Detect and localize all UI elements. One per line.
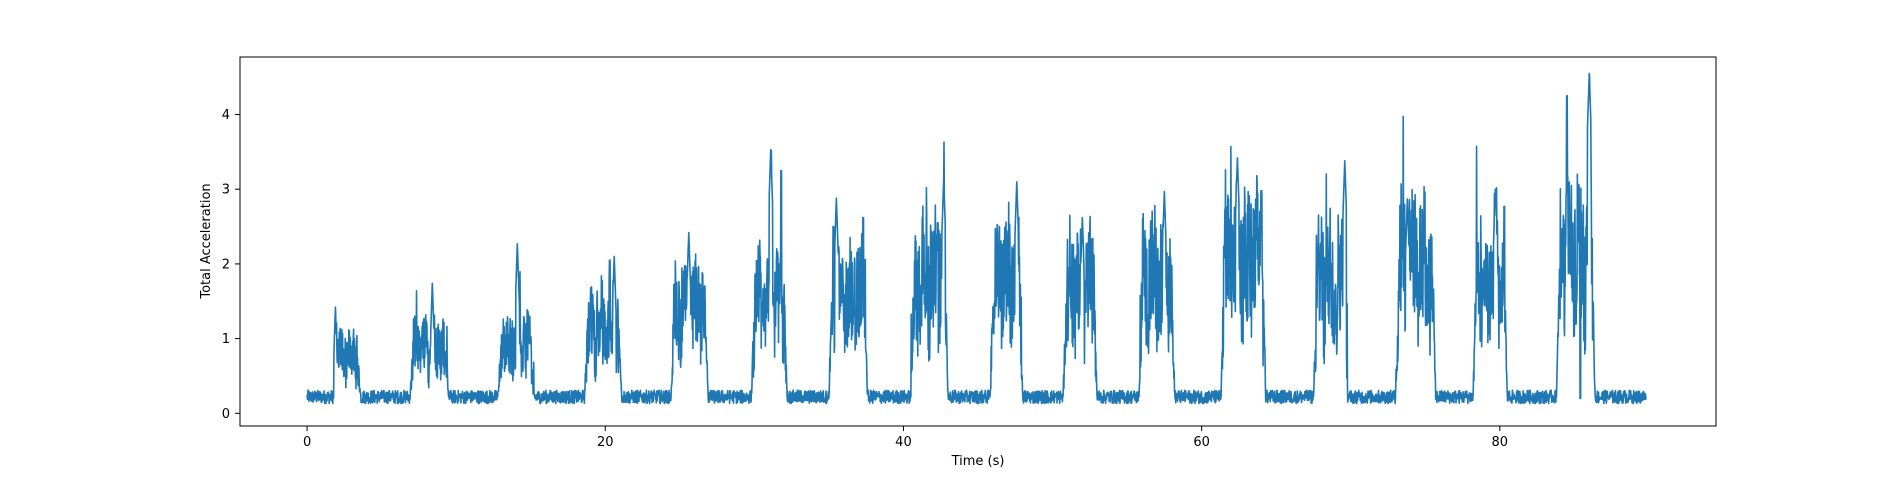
- plot-area: [240, 57, 1716, 426]
- x-tick-label: 60: [1193, 435, 1210, 450]
- x-tick-label: 80: [1492, 435, 1509, 450]
- x-tick-label: 0: [303, 435, 311, 450]
- x-tick-label: 40: [895, 435, 912, 450]
- x-axis-ticks: 0 20 40 60 80: [303, 426, 1508, 450]
- series-layer: [306, 72, 1647, 405]
- x-axis-label: Time (s): [951, 454, 1005, 469]
- plot-frame: [239, 56, 1717, 427]
- y-tick-label: 0: [222, 407, 230, 422]
- x-tick-label: 20: [597, 435, 614, 450]
- y-tick-label: 2: [222, 257, 230, 272]
- y-tick-label: 1: [222, 332, 230, 347]
- y-axis-ticks: 0 1 2 3 4: [222, 108, 240, 422]
- acceleration-series-line: [306, 72, 1647, 405]
- y-tick-label: 3: [222, 183, 230, 198]
- y-tick-label: 4: [222, 108, 230, 123]
- y-axis-label: Total Acceleration: [199, 183, 214, 299]
